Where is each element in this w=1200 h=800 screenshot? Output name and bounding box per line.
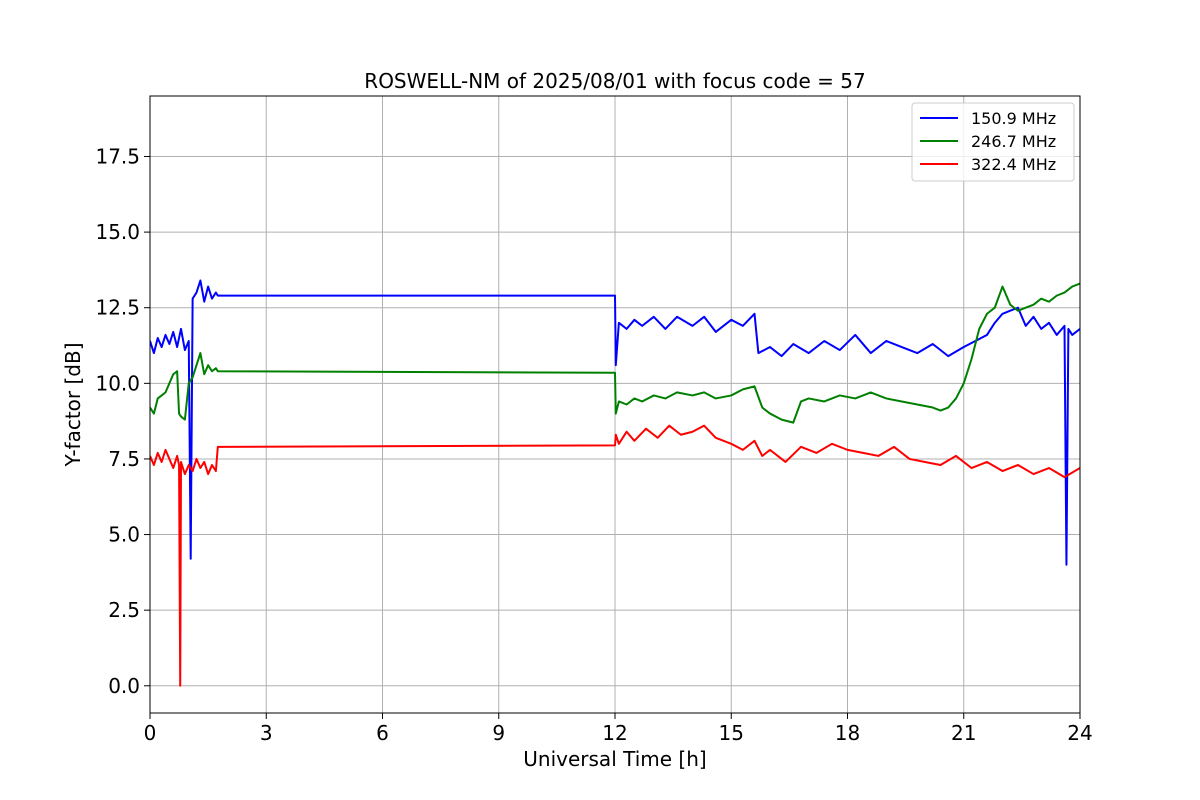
- y-tick-label: 5.0: [108, 523, 140, 547]
- x-tick-label: 6: [376, 721, 389, 745]
- series-line-2: [150, 282, 1080, 424]
- x-axis-label: Universal Time [h]: [523, 747, 706, 771]
- series-line-1: [150, 279, 1080, 566]
- x-tick-label: 24: [1067, 721, 1092, 745]
- legend-label: 150.9 MHz: [971, 109, 1056, 128]
- y-tick-label: 12.5: [95, 296, 140, 320]
- x-tick-label: 15: [719, 721, 744, 745]
- y-tick-label: 17.5: [95, 144, 140, 168]
- series-line-3: [150, 424, 1080, 687]
- legend: 150.9 MHz 246.7 MHz 322.4 MHz: [911, 102, 1075, 182]
- x-tick-label: 18: [835, 721, 860, 745]
- x-tick-label: 12: [602, 721, 627, 745]
- legend-box: [911, 102, 1075, 182]
- tick-layer: 0 3 6 9 12 15 18 21 24 0.0 2.5 5.0 7.5 10.0 12.5 15.0 17…: [95, 144, 1092, 745]
- y-tick-label: 2.5: [108, 598, 140, 622]
- y-tick-label: 7.5: [108, 447, 140, 471]
- x-tick-label: 9: [492, 721, 505, 745]
- legend-label: 322.4 MHz: [971, 155, 1056, 174]
- x-tick-label: 21: [951, 721, 976, 745]
- y-tick-label: 15.0: [95, 220, 140, 244]
- x-tick-label: 3: [260, 721, 273, 745]
- y-tick-label: 0.0: [108, 674, 140, 698]
- series-layer: [150, 279, 1080, 687]
- legend-label: 246.7 MHz: [971, 132, 1056, 151]
- y-tick-label: 10.0: [95, 371, 140, 395]
- x-tick-label: 0: [144, 721, 157, 745]
- chart-title: ROSWELL-NM of 2025/08/01 with focus code…: [364, 69, 865, 93]
- y-axis-label: Y-factor [dB]: [61, 342, 85, 467]
